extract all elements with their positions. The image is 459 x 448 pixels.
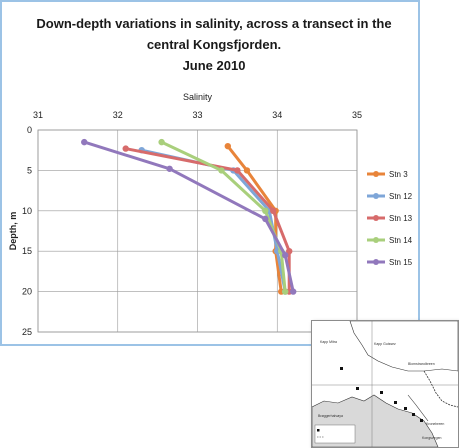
data-point — [262, 207, 269, 214]
map-label-kronebreen: Kronebreen — [426, 422, 444, 426]
y-tick-label: 20 — [22, 287, 32, 297]
y-tick-label: 5 — [27, 165, 32, 175]
x-tick-label: 31 — [33, 110, 43, 120]
legend-swatch-marker — [373, 171, 379, 177]
legend-label: Stn 14 — [389, 236, 413, 245]
x-tick-label: 32 — [113, 110, 123, 120]
axes: 31 32 33 34 35 0 5 10 15 20 25 Salinity Depth, m — [8, 92, 362, 337]
chart-title-line: June 2010 — [183, 58, 246, 73]
data-point — [122, 145, 129, 152]
y-tick-label: 10 — [22, 206, 32, 216]
legend-label: Stn 3 — [389, 170, 408, 179]
data-point — [243, 167, 251, 174]
chart-frame: Down-depth variations in salinity, acros… — [0, 0, 420, 346]
y-tick-label: 15 — [22, 246, 32, 256]
x-tick-label: 33 — [192, 110, 202, 120]
data-point — [234, 167, 241, 174]
data-point — [218, 167, 225, 174]
inset-map: Kapp Mitra Kapp Guissez Blomstrandbreen … — [311, 320, 459, 448]
data-point — [158, 138, 165, 146]
data-point — [286, 248, 293, 255]
map-label-kapp-guissez: Kapp Guissez — [374, 342, 396, 346]
x-axis-label: Salinity — [183, 92, 213, 102]
legend-swatch-marker — [373, 259, 379, 265]
y-tick-label: 25 — [22, 327, 32, 337]
map-label-kapp-mitra: Kapp Mitra — [320, 340, 337, 344]
series-stn-15 — [81, 138, 297, 295]
map-legend-station-marker — [317, 429, 320, 432]
map-label-kongsvegen: Kongsvegen — [422, 436, 442, 440]
x-tick-label: 35 — [352, 110, 362, 120]
data-point — [262, 215, 269, 223]
data-point — [282, 288, 289, 295]
map-shoreline — [407, 394, 429, 422]
data-point — [282, 252, 289, 259]
salinity-depth-chart: Down-depth variations in salinity, acros… — [8, 16, 413, 337]
chart-title-line: Down-depth variations in salinity, acros… — [36, 16, 391, 31]
data-point — [270, 207, 277, 214]
map-land-north — [349, 321, 458, 372]
data-point — [81, 138, 88, 146]
y-axis-label: Depth, m — [8, 212, 18, 251]
map-legend-box — [314, 424, 356, 444]
series-stn-14 — [158, 138, 289, 295]
legend-swatch-marker — [373, 215, 379, 221]
map-stations — [340, 367, 423, 422]
legend-label: Stn 12 — [389, 192, 413, 201]
legend: Stn 3 Stn 12 Stn 13 Stn 14 Stn 15 — [367, 170, 413, 267]
legend-swatch-marker — [373, 237, 379, 243]
chart-title: Down-depth variations in salinity, acros… — [36, 16, 391, 73]
data-point — [224, 142, 232, 150]
grid — [37, 129, 358, 333]
series-line — [82, 140, 295, 294]
map-label-broggerhalvoya: Brøggerhalvøya — [318, 414, 343, 418]
legend-swatch-marker — [373, 193, 379, 199]
map-label-blomstrandbreen: Blomstrandbreen — [408, 362, 435, 366]
chart-title-line: central Kongsfjorden. — [147, 37, 281, 52]
y-tick-label: 0 — [27, 125, 32, 135]
map-glacier-front — [423, 370, 458, 408]
data-point — [290, 288, 297, 295]
legend-label: Stn 13 — [389, 214, 413, 223]
x-tick-label: 34 — [272, 110, 282, 120]
series-lines — [81, 138, 297, 295]
data-point — [166, 165, 173, 172]
legend-label: Stn 15 — [389, 258, 413, 267]
